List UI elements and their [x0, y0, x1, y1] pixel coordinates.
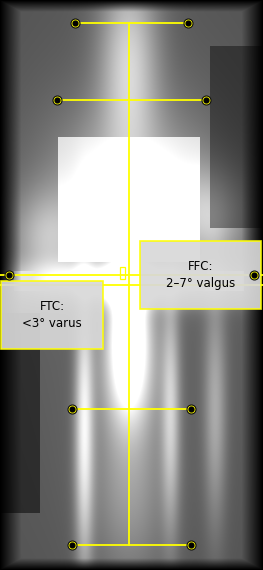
Point [189, 405, 193, 414]
Point [204, 95, 209, 104]
Point [70, 405, 74, 414]
Point [204, 95, 209, 104]
Point [70, 540, 74, 549]
Point [189, 540, 193, 549]
Point [186, 18, 190, 27]
Point [7, 270, 11, 279]
Point [7, 270, 11, 279]
Point [189, 405, 193, 414]
Point [70, 540, 74, 549]
Text: FTC:
<3° varus: FTC: <3° varus [22, 300, 82, 330]
FancyBboxPatch shape [140, 241, 261, 309]
Point [186, 18, 190, 27]
Text: FFC:
2–7° valgus: FFC: 2–7° valgus [166, 260, 235, 290]
Point [70, 405, 74, 414]
FancyBboxPatch shape [1, 281, 103, 349]
Bar [120, 267, 125, 279]
Point [73, 18, 77, 27]
Point [54, 95, 59, 104]
Point [252, 270, 256, 279]
Point [54, 95, 59, 104]
Point [189, 540, 193, 549]
Point [252, 270, 256, 279]
Point [73, 18, 77, 27]
